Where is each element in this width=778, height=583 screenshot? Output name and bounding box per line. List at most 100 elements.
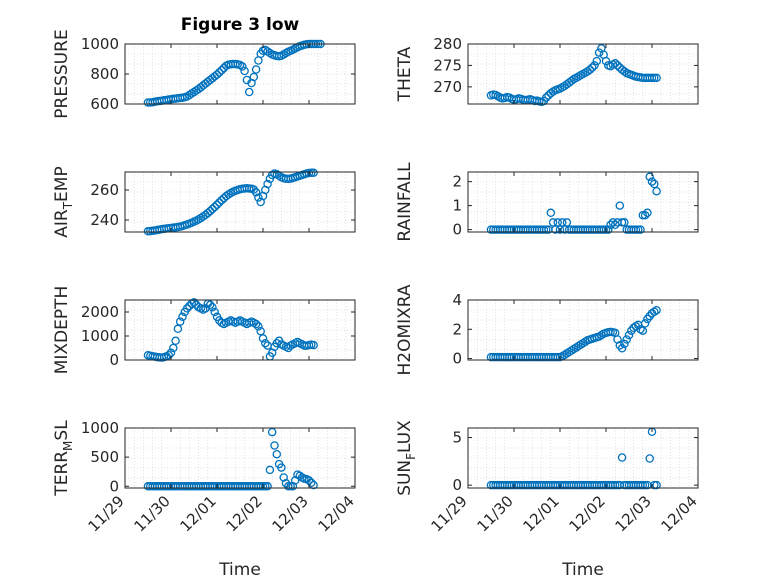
data-point [286,482,295,491]
series-markers [486,172,661,234]
data-point [640,319,650,328]
data-point [647,73,657,83]
axes-box [467,171,699,233]
axes-box [124,427,356,489]
data-point [604,225,613,234]
data-point [256,326,265,336]
data-point [178,312,187,322]
data-point [261,482,270,491]
data-point [553,218,562,227]
data-point [652,73,661,83]
data-point [254,193,263,202]
data-point [643,208,652,218]
data-point [548,218,558,227]
data-point [210,202,219,212]
x-tick-label: 12/04 [658,492,701,535]
data-point [551,225,560,234]
y-tick-label: 270 [433,78,462,96]
data-point [277,463,286,472]
data-point [309,340,318,350]
data-point [652,186,661,196]
data-point [638,480,648,490]
data-point [622,335,631,344]
data-point [620,67,629,76]
subplot-7: 0 500 1000 11/29 11/30 12/01 12/02 12/03 12/04 TE… [52,419,358,535]
data-point [599,225,608,234]
data-point [631,225,641,234]
y-tick-label: 260 [90,181,119,199]
data-point [265,48,275,58]
data-point [638,210,648,220]
y-tick-label: 0 [452,221,462,239]
data-point [647,177,657,186]
data-point [215,68,224,77]
y-tick-label: 275 [433,56,462,74]
x-tick-label: 12/04 [315,492,358,535]
data-point [212,200,222,209]
data-point [309,168,318,178]
data-point [263,482,272,491]
data-point [208,302,217,312]
data-point [258,334,268,343]
data-point [251,188,261,197]
subplot-3: 240 260 AIRTEMP [52,166,356,238]
y-tick-label: 800 [90,65,119,83]
data-point [541,93,551,102]
y-tick-label: 0 [452,476,462,494]
y-tick-label: 500 [90,448,119,466]
data-point [173,324,183,334]
data-point [208,204,217,214]
series-markers [143,298,318,362]
subplot-1: 600 800 1000 PRESSURE [52,29,356,119]
data-point [251,319,261,329]
y-axis-label: THETA [395,46,415,102]
data-point [585,65,595,74]
data-point [307,168,316,178]
data-point [254,322,263,331]
data-point [633,225,643,234]
data-point [258,482,268,491]
x-tick-label: 12/03 [269,492,312,535]
axes-box [124,171,356,233]
y-tick-label: 1000 [81,327,119,345]
data-point [261,338,270,348]
axes-box [467,427,699,489]
y-axis-label: AIRTEMP [52,166,75,237]
y-axis-label: PRESSURE [52,29,72,118]
subplot-4: 0 1 2 RAINFALL [395,162,699,242]
x-tick-label: 12/03 [612,492,655,535]
y-tick-label: 280 [433,35,462,53]
axes-box [467,299,699,361]
y-tick-label: 2000 [81,303,119,321]
x-tick-label: 12/02 [223,492,266,535]
x-axis-label-right: Time [561,560,604,580]
data-point [562,218,572,227]
y-axis-label: MIXDEPTH [52,286,72,375]
data-point [638,326,648,335]
data-point [608,218,618,227]
data-point [615,201,625,210]
x-tick-label: 11/30 [474,492,517,535]
x-axis-label-left: Time [218,560,261,580]
data-point [617,453,627,462]
data-point [636,225,645,234]
y-tick-label: 1000 [81,419,119,437]
y-axis-label: RAINFALL [395,162,415,242]
data-point [558,218,567,227]
y-tick-label: 0 [452,350,462,368]
subplot-5: 0 1000 2000 MIXDEPTH [52,286,356,375]
data-point [189,298,199,307]
data-point [249,72,259,82]
data-point [217,66,226,75]
series-markers [143,427,318,491]
data-point [581,337,590,346]
data-point [265,465,275,475]
data-point [235,60,245,70]
data-point [650,73,659,83]
data-point [169,343,178,353]
data-point [613,61,622,70]
data-point [645,172,654,182]
x-tick-label: 11/29 [85,492,128,535]
